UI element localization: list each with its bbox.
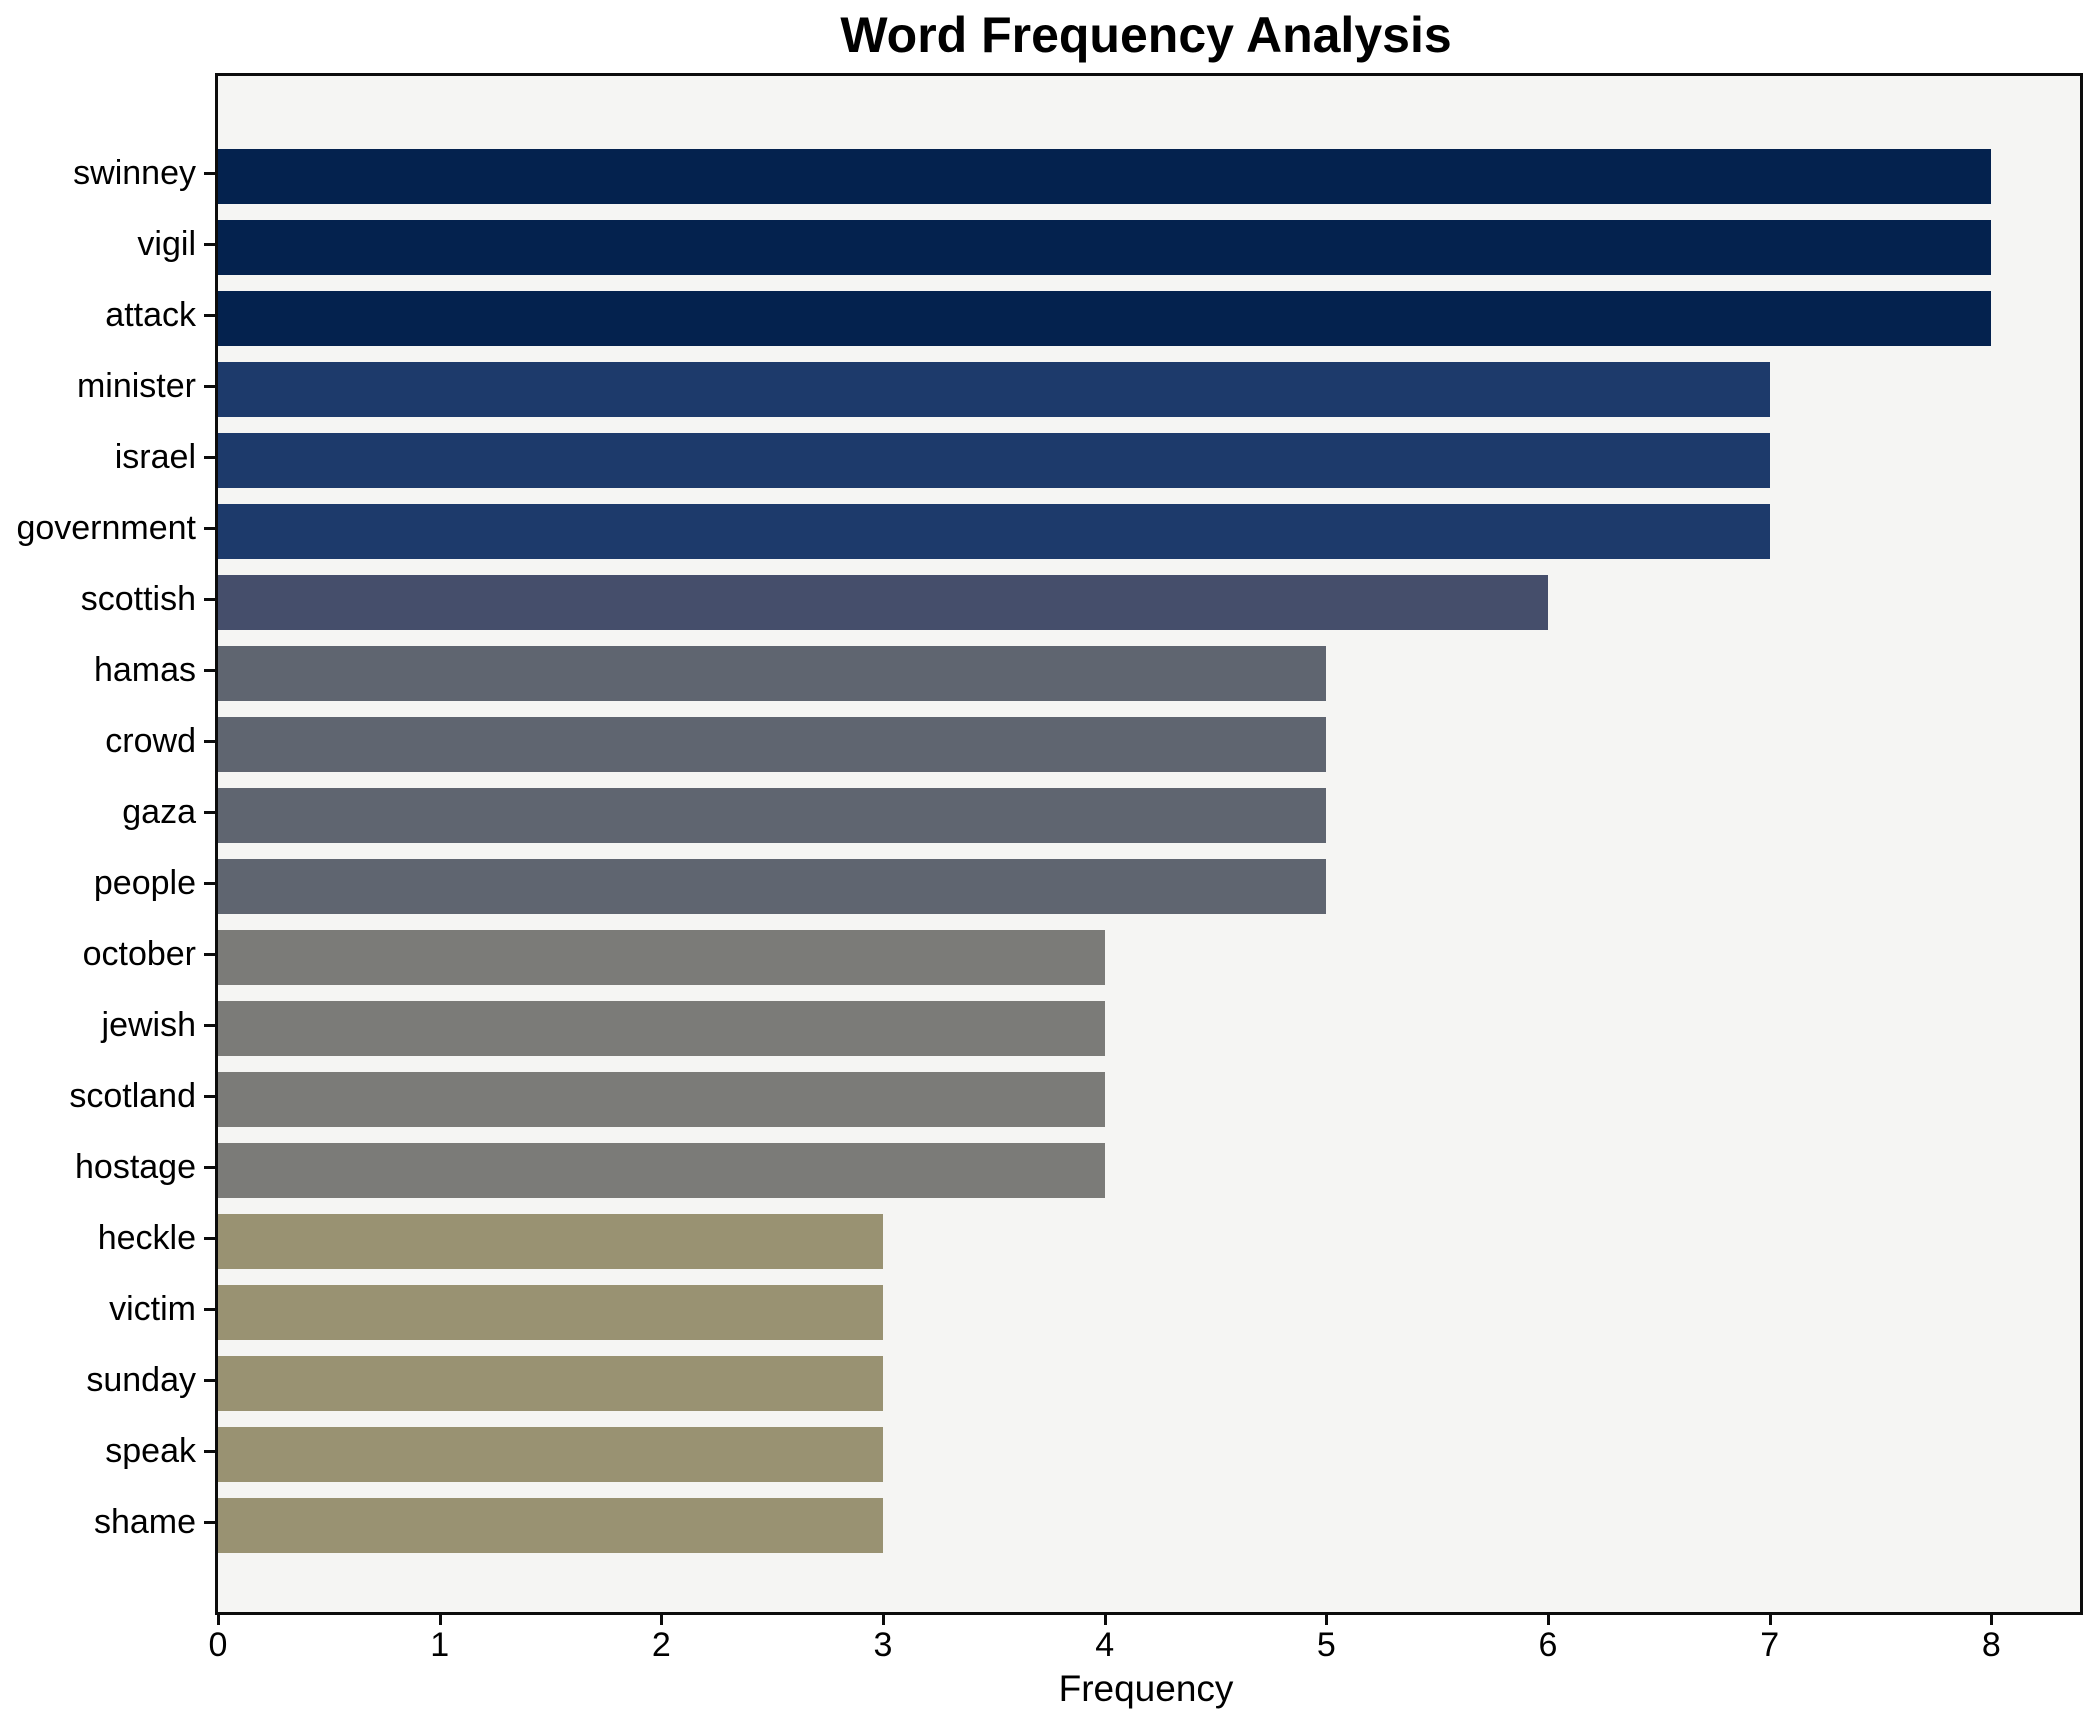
x-tick-mark-0 — [217, 1612, 220, 1625]
y-tick-mark-heckle — [204, 1237, 215, 1240]
x-tick-label-3: 3 — [873, 1626, 893, 1664]
x-tick-label-2: 2 — [651, 1626, 671, 1664]
y-tick-label-attack: attack — [105, 296, 196, 334]
y-tick-label-sunday: sunday — [86, 1361, 196, 1399]
bar-heckle — [218, 1213, 883, 1269]
y-tick-mark-scotland — [204, 1095, 215, 1098]
bar-jewish — [218, 1000, 1105, 1056]
x-tick-mark-3 — [882, 1612, 885, 1625]
bar-israel — [218, 432, 1770, 488]
y-tick-label-heckle: heckle — [97, 1219, 196, 1257]
y-tick-mark-victim — [204, 1308, 215, 1311]
y-tick-mark-shame — [204, 1521, 215, 1524]
y-tick-mark-israel — [204, 456, 215, 459]
chart-title: Word Frequency Analysis — [840, 7, 1452, 63]
x-tick-mark-6 — [1547, 1612, 1550, 1625]
y-tick-mark-attack — [204, 314, 215, 317]
x-tick-mark-8 — [1990, 1612, 1994, 1625]
bar-government — [218, 503, 1770, 559]
x-tick-mark-5 — [1325, 1612, 1329, 1625]
x-tick-label-8: 8 — [1981, 1626, 2001, 1664]
x-tick-label-0: 0 — [208, 1626, 228, 1664]
bar-gaza — [218, 787, 1326, 843]
y-tick-label-crowd: crowd — [105, 722, 196, 760]
y-tick-label-minister: minister — [76, 367, 196, 405]
y-tick-label-speak: speak — [105, 1432, 196, 1470]
y-tick-mark-jewish — [204, 1024, 215, 1027]
y-tick-mark-hamas — [204, 669, 215, 672]
x-tick-mark-4 — [1103, 1612, 1107, 1625]
bar-victim — [218, 1284, 883, 1340]
bar-vigil — [218, 219, 1991, 275]
bar-sunday — [218, 1355, 883, 1411]
x-tick-label-5: 5 — [1316, 1626, 1336, 1664]
y-tick-label-october: october — [82, 935, 196, 973]
bar-scotland — [218, 1071, 1105, 1127]
y-tick-label-victim: victim — [109, 1290, 196, 1328]
x-tick-label-4: 4 — [1095, 1626, 1115, 1664]
y-tick-mark-people — [204, 882, 215, 885]
y-tick-label-swinney: swinney — [73, 154, 196, 192]
bar-swinney — [218, 148, 1991, 204]
y-tick-label-hostage: hostage — [75, 1148, 196, 1186]
bar-crowd — [218, 716, 1326, 772]
y-tick-label-israel: israel — [114, 438, 196, 476]
plot-area — [215, 73, 2083, 1615]
y-tick-label-shame: shame — [93, 1503, 196, 1541]
y-tick-label-hamas: hamas — [93, 651, 196, 689]
y-tick-mark-vigil — [204, 243, 215, 246]
y-tick-label-scottish: scottish — [80, 580, 196, 618]
y-tick-mark-government — [204, 527, 215, 530]
y-tick-mark-speak — [204, 1450, 215, 1453]
bar-attack — [218, 290, 1991, 346]
bar-minister — [218, 361, 1770, 417]
y-tick-label-scotland: scotland — [69, 1077, 196, 1115]
y-tick-mark-crowd — [204, 740, 215, 743]
x-tick-label-1: 1 — [430, 1626, 450, 1664]
bar-scottish — [218, 574, 1548, 630]
y-tick-label-jewish: jewish — [101, 1006, 196, 1044]
x-tick-mark-2 — [660, 1612, 664, 1625]
x-axis-title: Frequency — [1058, 1668, 1234, 1709]
bar-shame — [218, 1497, 883, 1553]
bar-people — [218, 858, 1326, 914]
bar-hamas — [218, 645, 1326, 701]
bar-speak — [218, 1426, 883, 1482]
y-tick-mark-gaza — [204, 811, 215, 814]
y-tick-mark-swinney — [204, 172, 215, 175]
y-tick-label-gaza: gaza — [122, 793, 196, 831]
y-tick-mark-scottish — [204, 598, 215, 601]
y-tick-mark-hostage — [204, 1166, 215, 1169]
x-tick-mark-1 — [438, 1612, 442, 1625]
bar-hostage — [218, 1142, 1105, 1198]
y-tick-label-government: government — [16, 509, 196, 547]
bar-october — [218, 929, 1105, 985]
y-tick-mark-minister — [204, 385, 215, 388]
x-tick-label-7: 7 — [1760, 1626, 1780, 1664]
y-tick-mark-sunday — [204, 1379, 215, 1382]
x-tick-label-6: 6 — [1538, 1626, 1558, 1664]
y-tick-label-vigil: vigil — [137, 225, 196, 263]
x-tick-mark-7 — [1768, 1612, 1772, 1625]
y-tick-mark-october — [204, 953, 215, 956]
y-tick-label-people: people — [93, 864, 196, 902]
